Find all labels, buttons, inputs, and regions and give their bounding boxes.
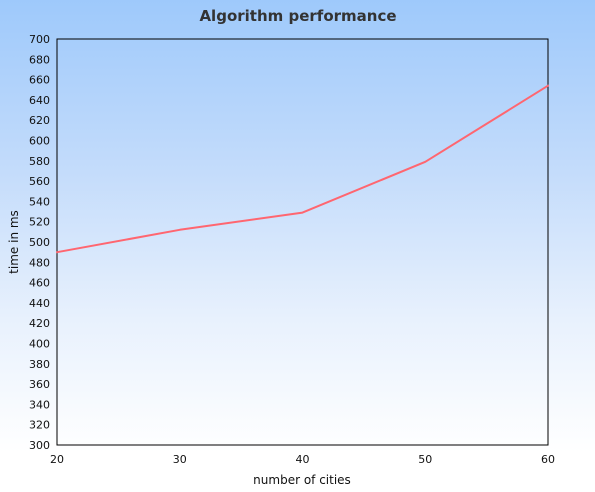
x-axis-title: number of cities — [253, 473, 351, 487]
x-tick-label: 20 — [50, 453, 64, 466]
y-tick-label: 480 — [29, 256, 50, 269]
y-tick-label: 540 — [29, 195, 50, 208]
series-line — [56, 84, 549, 254]
x-tick-label: 40 — [296, 453, 310, 466]
y-tick-label: 460 — [29, 277, 50, 290]
y-tick-label: 660 — [29, 74, 50, 87]
y-tick-label: 700 — [29, 33, 50, 46]
y-tick-label: 680 — [29, 53, 50, 66]
y-tick-label: 300 — [29, 439, 50, 452]
x-tick-label: 30 — [173, 453, 187, 466]
x-tick-label: 50 — [418, 453, 432, 466]
y-tick-label: 500 — [29, 236, 50, 249]
y-tick-label: 400 — [29, 338, 50, 351]
y-tick-label: 380 — [29, 358, 50, 371]
y-tick-label: 600 — [29, 135, 50, 148]
y-axis-title: time in ms — [7, 210, 21, 274]
y-tick-label: 420 — [29, 317, 50, 330]
y-tick-label: 620 — [29, 114, 50, 127]
y-tick-label: 580 — [29, 155, 50, 168]
plot-area-frame — [56, 38, 549, 446]
y-tick-label: 360 — [29, 378, 50, 391]
y-tick-label: 440 — [29, 297, 50, 310]
y-tick-label: 340 — [29, 398, 50, 411]
y-tick-label: 560 — [29, 175, 50, 188]
y-tick-label: 640 — [29, 94, 50, 107]
x-tick-label: 60 — [541, 453, 555, 466]
y-tick-label: 520 — [29, 216, 50, 229]
chart-title: Algorithm performance — [199, 7, 396, 25]
x-axis-ticks: 20 30 40 50 60 — [50, 453, 555, 466]
y-tick-label: 320 — [29, 419, 50, 432]
y-axis-ticks: 300 320 340 360 380 400 420 440 460 480 500 520 540 5… — [29, 33, 50, 452]
